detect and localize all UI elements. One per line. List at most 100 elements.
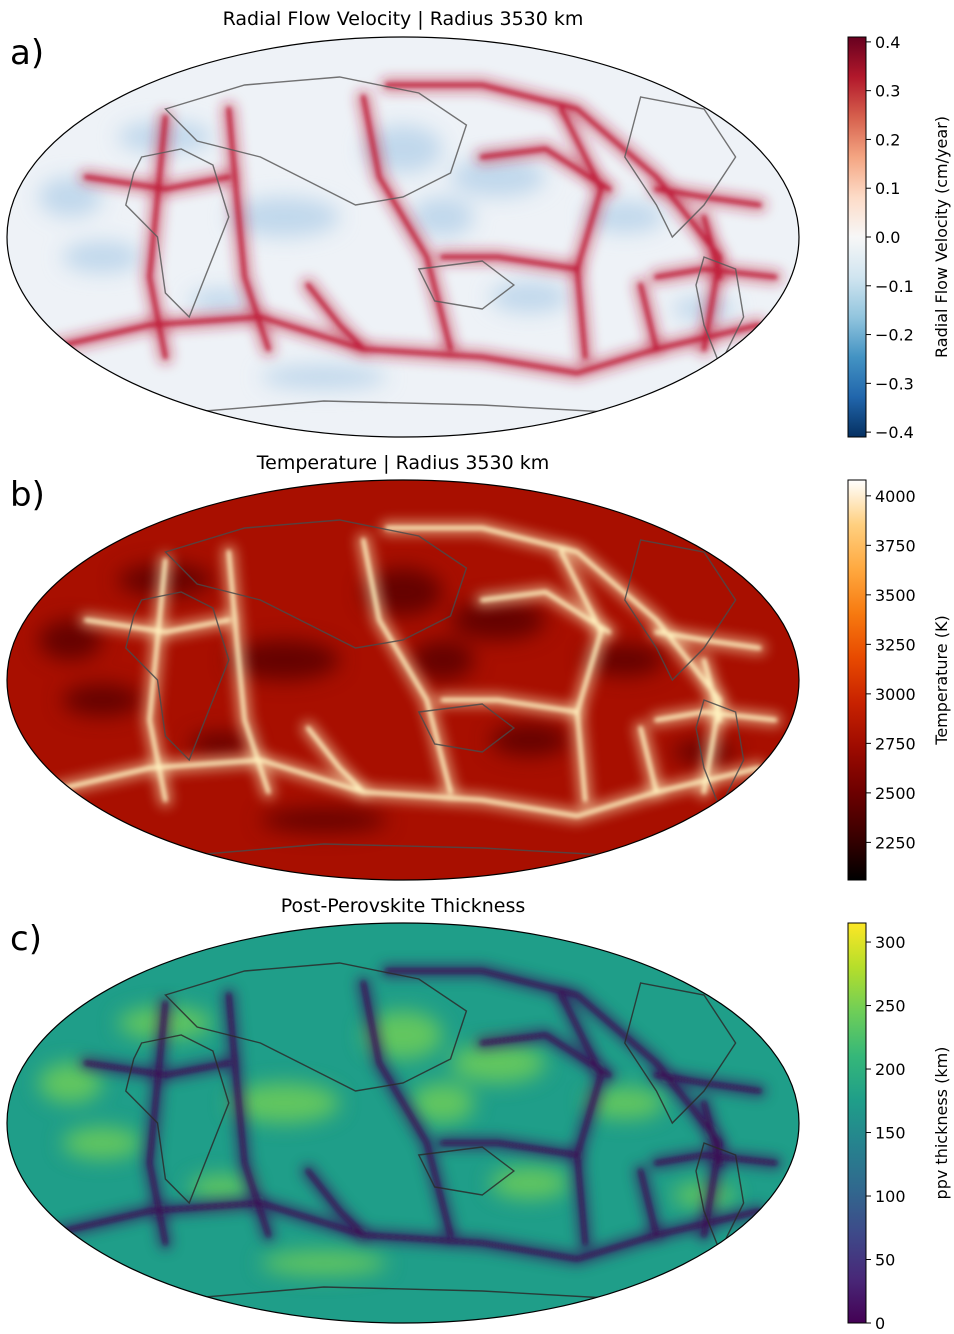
map-patch bbox=[410, 1083, 475, 1123]
colorbar-gradient bbox=[847, 479, 867, 881]
map-feature-line bbox=[147, 115, 168, 359]
map-feature-line bbox=[480, 147, 611, 191]
map-patch bbox=[62, 1127, 142, 1159]
map-features bbox=[44, 526, 778, 818]
colorbar-tick-label: 0.4 bbox=[875, 33, 900, 52]
panel-title: Post-Perovskite Thickness bbox=[281, 895, 526, 917]
coastline bbox=[624, 96, 737, 239]
panel-letter: a) bbox=[10, 33, 44, 73]
map-ppv bbox=[6, 922, 800, 1324]
map-border bbox=[6, 922, 800, 1324]
map-patch bbox=[38, 1063, 103, 1103]
coastline bbox=[181, 1286, 625, 1300]
map-feature-line bbox=[638, 283, 659, 351]
map-feature-line bbox=[559, 993, 603, 1245]
map-patch bbox=[450, 157, 546, 197]
map-patch bbox=[189, 1175, 253, 1199]
map-feature-line bbox=[44, 1201, 762, 1261]
coastline bbox=[624, 539, 737, 682]
map-feature-line bbox=[361, 981, 453, 1237]
colorbar-tick-label: 0.2 bbox=[875, 130, 900, 149]
colorbar-ppv: 300 250 200 150 100 50 0 ppv thickness (km) bbox=[847, 922, 951, 1333]
map-patch bbox=[363, 1011, 443, 1059]
colorbar-tick-label: 200 bbox=[875, 1060, 906, 1079]
map-feature-line bbox=[654, 710, 778, 722]
colorbar-velocity: 0.4 0.3 0.2 0.1 0.0 −0.1 −0.2 −0.3 −0.4 Radial Fl… bbox=[847, 33, 951, 442]
map-feature-line bbox=[480, 590, 611, 634]
colorbar-temperature: 4000 3750 3500 3250 3000 2750 2500 2250 Temperat… bbox=[847, 479, 951, 881]
map-feature-line bbox=[654, 1073, 762, 1093]
map-patches bbox=[38, 1007, 736, 1275]
map-patches bbox=[38, 564, 736, 832]
map-background bbox=[7, 480, 799, 880]
map-patch bbox=[38, 620, 103, 660]
panel-ppv: c) Post-Perovskite Thickness 300 250 200 15… bbox=[6, 895, 951, 1333]
coastline bbox=[164, 962, 468, 1092]
map-feature-line bbox=[147, 1001, 168, 1245]
map-patch bbox=[62, 241, 142, 273]
map-feature-line bbox=[306, 726, 366, 794]
map-patch bbox=[228, 197, 340, 237]
colorbar-tick-label: 0.3 bbox=[875, 82, 900, 101]
map-patch bbox=[450, 1043, 546, 1083]
map-feature-line bbox=[559, 107, 603, 359]
map-patch bbox=[410, 640, 475, 680]
colorbar-tick-label: 150 bbox=[875, 1124, 906, 1143]
colorbar-tick-label: 250 bbox=[875, 997, 906, 1016]
map-feature-line bbox=[702, 1101, 722, 1165]
coastline bbox=[181, 843, 625, 857]
map-feature-line bbox=[440, 698, 580, 714]
map-field bbox=[7, 480, 799, 880]
colorbar-tick-label: 3000 bbox=[875, 685, 916, 704]
colorbar-tick-label: 50 bbox=[875, 1251, 895, 1270]
coastline bbox=[417, 1146, 516, 1196]
panel-velocity: a) Radial Flow Velocity | Radius 3530 km… bbox=[6, 8, 951, 442]
map-patch bbox=[260, 365, 388, 389]
map-background bbox=[7, 37, 799, 437]
map-feature-line bbox=[361, 95, 453, 351]
colorbar-tick-label: 2500 bbox=[875, 784, 916, 803]
colorbar-tick-label: 2250 bbox=[875, 833, 916, 852]
map-feature-line bbox=[306, 283, 366, 351]
colorbar-tick-label: 2750 bbox=[875, 734, 916, 753]
coastline bbox=[125, 148, 230, 319]
map-feature-line bbox=[480, 1033, 611, 1077]
map-patch bbox=[38, 177, 103, 217]
map-patch bbox=[585, 644, 665, 676]
coastline bbox=[417, 703, 516, 753]
panel-title: Temperature | Radius 3530 km bbox=[256, 452, 550, 474]
colorbar-tick-label: 0 bbox=[875, 1314, 885, 1330]
map-feature-line bbox=[654, 267, 778, 279]
colorbar-tick-label: 3250 bbox=[875, 635, 916, 654]
panel-letter: c) bbox=[10, 919, 42, 959]
panel-temperature: b) Temperature | Radius 3530 km 4000 3750… bbox=[6, 452, 951, 881]
map-feature-line bbox=[84, 1061, 231, 1077]
map-field bbox=[7, 37, 799, 437]
map-coastlines bbox=[125, 519, 745, 857]
colorbar-tick-label: 3750 bbox=[875, 536, 916, 555]
colorbar-tick-label: −0.3 bbox=[875, 374, 914, 393]
colorbar-tick-label: 100 bbox=[875, 1187, 906, 1206]
map-coastlines bbox=[125, 76, 745, 414]
colorbar-label: ppv thickness (km) bbox=[932, 1047, 951, 1200]
colorbar-tick-label: 4000 bbox=[875, 487, 916, 506]
coastline bbox=[417, 260, 516, 310]
map-patch bbox=[363, 568, 443, 616]
map-feature-line bbox=[654, 1153, 778, 1165]
map-feature-line bbox=[44, 758, 762, 818]
coastline bbox=[164, 76, 468, 206]
map-patch bbox=[62, 684, 142, 716]
map-temperature bbox=[6, 479, 800, 881]
map-feature-line bbox=[638, 1169, 659, 1237]
map-patch bbox=[450, 600, 546, 640]
map-patch bbox=[585, 201, 665, 233]
map-feature-line bbox=[226, 550, 271, 794]
map-feature-line bbox=[702, 658, 722, 722]
colorbar-label: Temperature (K) bbox=[932, 615, 951, 745]
map-patch bbox=[260, 1251, 388, 1275]
coastline bbox=[164, 519, 468, 649]
map-patch bbox=[410, 197, 475, 237]
map-border bbox=[6, 36, 800, 438]
map-velocity bbox=[6, 36, 800, 438]
